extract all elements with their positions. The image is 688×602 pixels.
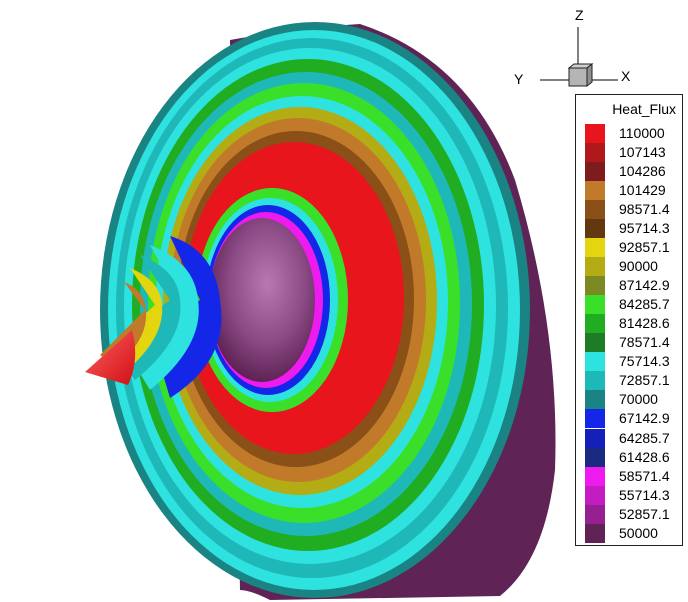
legend-swatch xyxy=(585,523,605,543)
legend-label: 101429 xyxy=(619,182,666,199)
legend-label: 95714.3 xyxy=(619,220,670,237)
legend-label: 98571.4 xyxy=(619,201,670,218)
axis-triad-graphic xyxy=(540,27,618,88)
legend-label: 84285.7 xyxy=(619,296,670,313)
legend-swatch xyxy=(585,143,605,163)
legend-label: 72857.1 xyxy=(619,372,670,389)
legend-swatch xyxy=(585,390,605,410)
legend-swatch xyxy=(585,181,605,201)
legend-swatch xyxy=(585,200,605,220)
axis-triad: Z Y X xyxy=(510,7,640,90)
legend-swatch xyxy=(585,162,605,182)
legend-label: 67142.9 xyxy=(619,410,670,427)
legend-label: 55714.3 xyxy=(619,486,670,503)
legend-swatch xyxy=(585,333,605,353)
legend-label: 90000 xyxy=(619,258,658,275)
legend-swatch xyxy=(585,409,605,429)
axis-label-z: Z xyxy=(575,7,584,23)
legend-swatch xyxy=(585,466,605,486)
legend-swatch xyxy=(585,276,605,296)
nose-tip xyxy=(85,330,136,385)
legend-label: 58571.4 xyxy=(619,467,670,484)
legend-label: 61428.6 xyxy=(619,448,670,465)
legend-label: 52857.1 xyxy=(619,505,670,522)
axis-label-y: Y xyxy=(514,71,524,87)
legend-swatch xyxy=(585,219,605,239)
inner-cone-surface xyxy=(209,218,315,382)
legend-swatch xyxy=(585,485,605,505)
blunt-body xyxy=(100,22,556,600)
legend-swatch xyxy=(585,314,605,334)
legend-label: 70000 xyxy=(619,391,658,408)
legend-label: 75714.3 xyxy=(619,353,670,370)
legend-label: 92857.1 xyxy=(619,239,670,256)
legend-title: Heat_Flux xyxy=(612,101,676,117)
legend-label: 110000 xyxy=(619,125,665,141)
legend-swatch xyxy=(585,428,605,448)
contour-legend: Heat_Flux 110000 107143 104286 101429 98571.… xyxy=(575,94,683,546)
legend-swatch xyxy=(585,352,605,372)
legend-swatch xyxy=(585,371,605,391)
legend-label: 81428.6 xyxy=(619,315,670,332)
axis-label-x: X xyxy=(621,68,631,84)
legend-swatch xyxy=(585,504,605,524)
nose-cone xyxy=(85,236,222,398)
legend-label: 78571.4 xyxy=(619,334,670,351)
legend-label: 64285.7 xyxy=(619,429,670,446)
legend-swatch xyxy=(585,238,605,258)
legend-swatch xyxy=(585,295,605,315)
legend-swatch xyxy=(585,447,605,467)
legend-label: 87142.9 xyxy=(619,277,670,294)
legend-label: 50000 xyxy=(619,524,658,541)
legend-label: 104286 xyxy=(619,163,666,180)
legend-swatch xyxy=(585,124,605,143)
legend-label: 107143 xyxy=(619,144,666,161)
legend-swatch xyxy=(585,257,605,277)
